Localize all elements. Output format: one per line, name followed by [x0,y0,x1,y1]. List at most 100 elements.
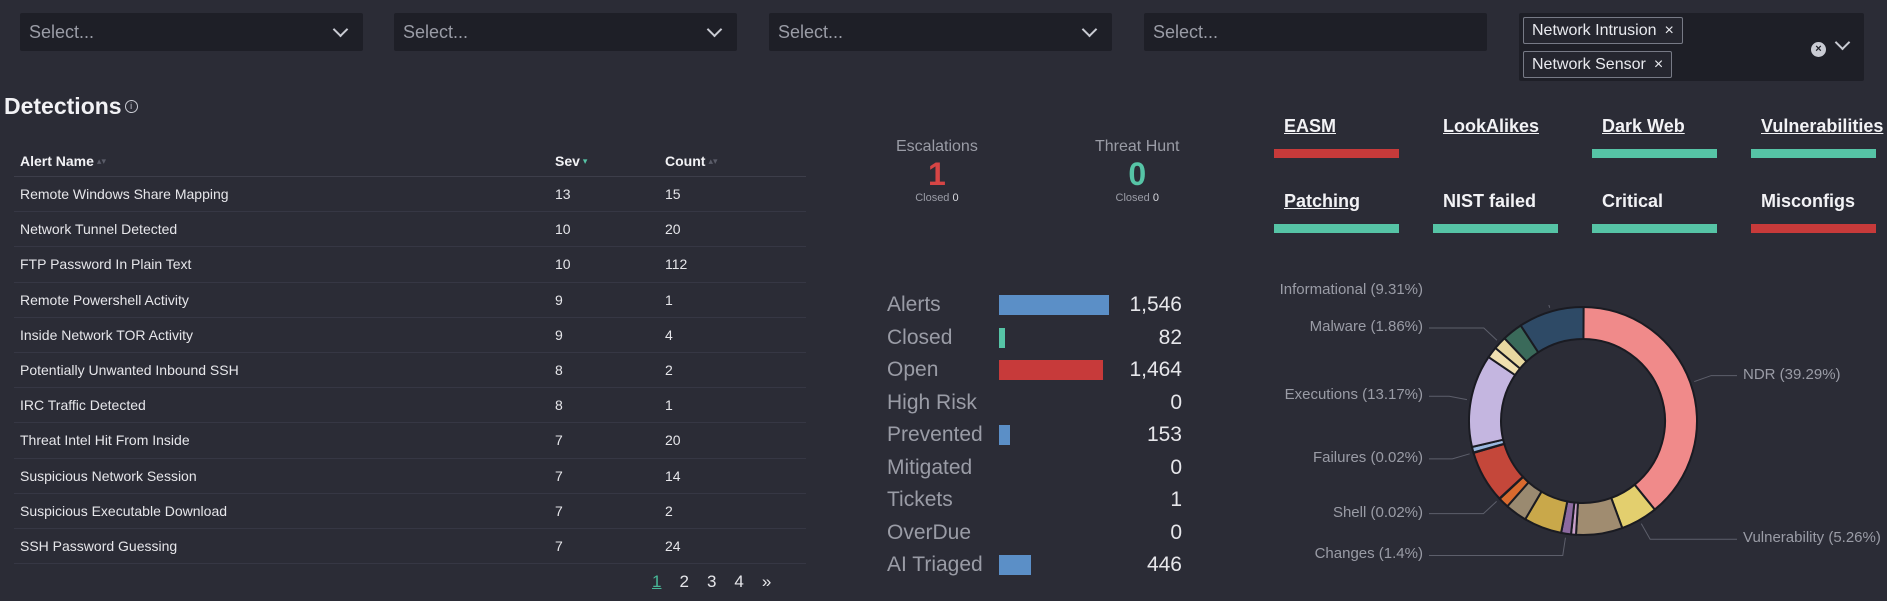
remove-tag-icon[interactable]: × [1664,21,1674,39]
cell-sev: 7 [555,502,563,519]
page-1[interactable]: 1 [652,572,662,591]
stat-label: Prevented [887,423,983,446]
stat-bar [999,295,1109,315]
table-row[interactable]: IRC Traffic Detected 8 1 [14,388,806,424]
cell-sev: 9 [555,291,563,308]
cell-count: 2 [665,502,673,519]
stat-bar-track [999,523,1109,543]
sort-icon: ▴▾ [96,156,106,167]
cell-sev: 10 [555,221,571,238]
table-row[interactable]: FTP Password In Plain Text 10 112 [14,247,806,283]
category-nist-failed[interactable]: NIST failed [1433,191,1558,233]
stat-bar-track [999,295,1109,315]
category-status-bar [1433,149,1558,158]
stat-prevented[interactable]: Prevented 153 [887,421,1182,449]
category-lookalikes[interactable]: LookAlikes [1433,116,1558,158]
sort-icon: ▴▾ [708,156,718,167]
stat-closed[interactable]: Closed 82 [887,324,1182,352]
cell-sev: 9 [555,326,563,343]
donut-label: Vulnerability (5.26%) [1743,529,1881,547]
donut-leader-line [1640,523,1737,540]
stat-bar-track [999,327,1109,348]
threat-hunt-value: 0 [1128,156,1147,192]
page-2[interactable]: 2 [679,572,689,591]
table-row[interactable]: Potentially Unwanted Inbound SSH 8 2 [14,353,806,389]
escalations-kpi[interactable]: Escalations 1 Closed 0 [896,138,978,204]
filter-input-4-placeholder: Select... [1153,21,1219,42]
category-label: NIST failed [1443,191,1537,211]
table-row[interactable]: Threat Intel Hit From Inside 7 20 [14,423,806,459]
donut-label: Shell (0.02%) [1332,503,1423,521]
col-header-alert-name[interactable]: Alert Name ▴▾ [14,153,555,169]
donut-slice[interactable] [1519,306,1585,354]
remove-tag-icon[interactable]: × [1653,55,1664,73]
filter-select-2[interactable]: Select... [394,13,737,51]
cell-name: Potentially Unwanted Inbound SSH [20,362,239,379]
stat-value: 0 [1170,520,1182,544]
table-row[interactable]: Remote Powershell Activity 9 1 [14,283,806,318]
donut-leader-line [1429,395,1468,401]
table-row[interactable]: Remote Windows Share Mapping 13 15 [14,177,806,213]
col-header-sev[interactable]: Sev ▾ [555,153,665,169]
category-donut-chart: NDR (39.29%) Vulnerability (5.26%) Changes… [1280,281,1881,585]
info-icon[interactable]: i [124,100,138,113]
stat-bar-track [999,425,1109,445]
filter-select-3[interactable]: Select... [769,13,1112,51]
page-4[interactable]: 4 [734,572,744,591]
category-misconfigs[interactable]: Misconfigs [1751,191,1876,233]
table-row[interactable]: Suspicious Executable Download 7 2 [14,494,806,529]
category-status-bar [1274,149,1399,158]
filter-select-2-placeholder: Select... [403,21,469,42]
stat-ai-triaged[interactable]: AI Triaged 446 [887,551,1182,579]
category-patching[interactable]: Patching [1274,191,1399,233]
cell-count: 112 [665,256,688,273]
cell-count: 15 [665,186,681,203]
table-row[interactable]: Network Tunnel Detected 10 20 [14,212,806,248]
tag-filter-select[interactable]: Network Intrusion × Network Sensor × × [1519,13,1864,81]
category-easm[interactable]: EASM [1274,116,1399,158]
stat-value: 1,546 [1129,293,1182,316]
stat-label: AI Triaged [887,553,983,576]
chevron-down-icon [1081,21,1098,37]
donut-leader-line [1429,537,1566,556]
stat-alerts[interactable]: Alerts 1,546 [887,291,1182,319]
cell-count: 1 [665,397,673,414]
category-dark-web[interactable]: Dark Web [1592,116,1717,158]
table-row[interactable]: SSH Password Guessing 7 24 [14,529,806,565]
stat-tickets[interactable]: Tickets 1 [887,486,1182,514]
clear-all-icon[interactable]: × [1811,42,1826,57]
cell-count: 4 [665,326,673,343]
page-3[interactable]: 3 [706,572,717,591]
escalations-closed: Closed 0 [896,192,978,204]
col-header-count[interactable]: Count ▴▾ [665,153,806,169]
table-row[interactable]: Suspicious Network Session 7 14 [14,459,806,494]
cell-sev: 10 [555,256,571,273]
cell-name: Suspicious Executable Download [20,502,228,519]
pagination: 1 2 3 4 » [652,572,789,592]
page-next[interactable]: » [761,572,772,591]
stat-open[interactable]: Open 1,464 [887,356,1182,384]
stat-mitigated[interactable]: Mitigated 0 [887,454,1182,482]
category-label: Misconfigs [1761,191,1856,211]
cell-name: FTP Password In Plain Text [20,256,192,273]
donut-label: Failures (0.02%) [1312,448,1423,466]
filter-input-4[interactable]: Select... [1144,13,1487,51]
tag-label: Network Sensor [1532,55,1646,73]
filter-select-1[interactable]: Select... [20,13,363,51]
detections-title: Detections i [4,93,138,120]
category-critical[interactable]: Critical [1592,191,1717,233]
cell-sev: 13 [555,186,571,203]
detections-title-text: Detections [4,93,122,119]
stat-overdue[interactable]: OverDue 0 [887,519,1182,547]
chevron-down-icon[interactable] [1834,34,1851,51]
category-vulnerabilities[interactable]: Vulnerabilities [1751,116,1883,158]
threat-hunt-kpi[interactable]: Threat Hunt 0 Closed 0 [1095,138,1179,204]
table-row[interactable]: Inside Network TOR Activity 9 4 [14,318,806,353]
stat-high-risk[interactable]: High Risk 0 [887,389,1182,417]
stat-value: 0 [1170,455,1182,479]
detections-table: Alert Name ▴▾ Sev ▾ Count ▴▾ Remote Windows… [14,145,806,565]
cell-count: 20 [665,432,681,449]
closed-label: Closed [915,192,950,204]
category-status-bar [1433,224,1558,233]
donut-slice[interactable] [1582,305,1698,511]
